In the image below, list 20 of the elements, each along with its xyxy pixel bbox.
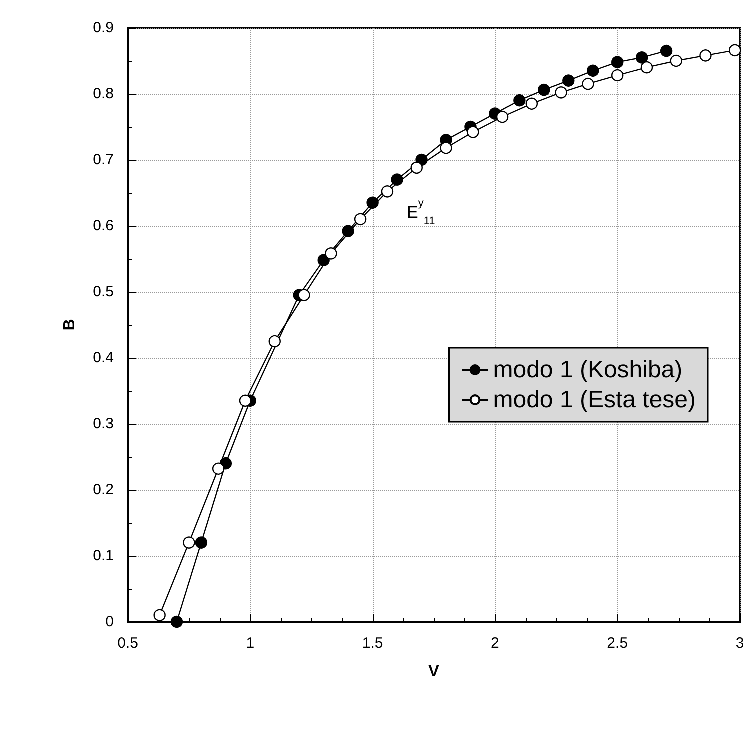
y-tick-label: 0.2 bbox=[93, 482, 114, 498]
x-tick-label: 2 bbox=[491, 635, 500, 652]
y-tick-label: 0.6 bbox=[93, 218, 114, 234]
y-tick-label: 0.8 bbox=[93, 86, 114, 102]
x-tick-label: 1 bbox=[246, 635, 255, 652]
x-tick-label: 3 bbox=[736, 635, 744, 652]
x-tick-label: 0.5 bbox=[118, 635, 138, 652]
x-tick-label: 1.5 bbox=[362, 635, 384, 652]
legend-label: modo 1 (Esta tese) bbox=[493, 386, 696, 414]
y-tick-label: 0 bbox=[106, 614, 114, 630]
y-tick-label: 0.7 bbox=[93, 152, 114, 168]
y-tick-label: 0.5 bbox=[93, 284, 114, 300]
legend-label: modo 1 (Koshiba) bbox=[493, 356, 683, 384]
y-tick-label: 0.1 bbox=[93, 548, 114, 564]
y-tick-label: 0.4 bbox=[93, 350, 114, 366]
x-tick-label: 2.5 bbox=[607, 635, 628, 652]
y-tick-label: 0.9 bbox=[93, 20, 114, 36]
x-axis-title: V bbox=[428, 664, 440, 680]
y-axis-title: B bbox=[62, 319, 78, 331]
y-tick-label: 0.3 bbox=[93, 416, 114, 432]
